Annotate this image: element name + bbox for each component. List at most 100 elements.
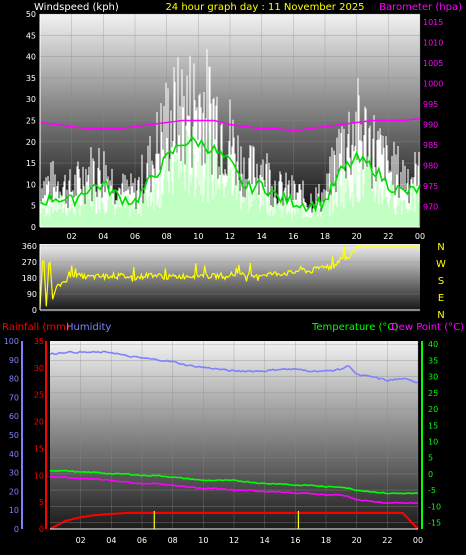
temperature-tick-label: 30	[428, 373, 438, 382]
temperature-x-tick-label: 08	[168, 536, 178, 545]
temperature-tick-label: -15	[428, 519, 441, 528]
humidity-tick-label: 0	[14, 525, 19, 534]
barometer-tick-label: 1000	[423, 80, 443, 89]
wind-x-tick-label: 16	[288, 232, 298, 241]
wind-x-tick-label: 18	[320, 232, 330, 241]
temperature-x-tick-label: 14	[260, 536, 270, 545]
rainfall-tick-label: 10	[34, 471, 44, 480]
temperature-axes: -15-10-505101520253035400102030405060708…	[4, 337, 441, 545]
barometer-tick-label: 1010	[423, 39, 443, 48]
compass-label: N	[437, 310, 444, 321]
wind-tick-label: 20	[26, 138, 36, 147]
wind-axes: 0510152025303540455097097598098599099510…	[26, 10, 444, 241]
compass-label: E	[438, 293, 444, 304]
temperature-axis-title: Temperature (°C)	[311, 322, 398, 333]
wind-tick-label: 35	[26, 74, 36, 83]
temperature-x-tick-label: 02	[76, 536, 86, 545]
direction-tick-label: 180	[22, 274, 37, 283]
barometer-tick-label: 1015	[423, 18, 443, 27]
rainfall-tick-label: 15	[34, 444, 44, 453]
humidity-tick-label: 30	[9, 469, 19, 478]
barometer-tick-label: 975	[423, 182, 438, 191]
humidity-tick-label: 10	[9, 506, 19, 515]
direction-tick-label: 90	[27, 290, 37, 299]
wind-x-tick-label: 00	[415, 232, 425, 241]
barometer-tick-label: 995	[423, 100, 438, 109]
chart-title: 24 hour graph day : 11 November 2025	[165, 2, 364, 13]
barometer-axis-title: Barometer (hpa)	[379, 2, 462, 13]
rainfall-axis-title: Rainfall (mm)	[2, 322, 70, 333]
temperature-x-tick-label: 04	[106, 536, 116, 545]
series-line-rainfall	[49, 511, 419, 530]
barometer-tick-label: 980	[423, 162, 438, 171]
rainfall-tick-label: 5	[39, 498, 44, 507]
humidity-tick-label: 60	[9, 412, 19, 421]
wind-tick-label: 0	[31, 223, 36, 232]
rainfall-tick-label: 35	[34, 337, 44, 346]
temperature-x-tick-label: 20	[352, 536, 362, 545]
humidity-tick-label: 40	[9, 450, 19, 459]
barometer-tick-label: 970	[423, 203, 438, 212]
humidity-tick-label: 20	[9, 487, 19, 496]
wind-direction-line	[39, 245, 420, 309]
dewpoint-axis-title: Dew Point (°C)	[391, 322, 464, 333]
windspeed-axis-title: Windspeed (kph)	[34, 2, 119, 13]
barometer-tick-label: 1005	[423, 59, 443, 68]
wind-x-tick-label: 22	[383, 232, 393, 241]
temperature-x-tick-label: 18	[321, 536, 331, 545]
humidity-tick-label: 80	[9, 375, 19, 384]
wind-x-tick-label: 08	[162, 232, 172, 241]
temperature-tick-label: -10	[428, 502, 441, 511]
humidity-axis-title: Humidity	[66, 322, 111, 333]
rainfall-tick-label: 20	[34, 418, 44, 427]
direction-tick-label: 360	[22, 242, 37, 251]
temperature-series	[49, 350, 419, 530]
temperature-tick-label: 0	[428, 470, 433, 479]
temperature-tick-label: 15	[428, 421, 438, 430]
rainfall-tick-label: 0	[39, 525, 44, 534]
temperature-x-tick-label: 10	[198, 536, 208, 545]
series-line-dew-point	[49, 475, 418, 505]
humidity-tick-label: 90	[9, 356, 19, 365]
wind-tick-label: 45	[26, 31, 36, 40]
wind-x-tick-label: 12	[225, 232, 235, 241]
temperature-x-tick-label: 12	[229, 536, 239, 545]
series-line-temperature	[49, 469, 419, 495]
temperature-tick-label: 40	[428, 340, 438, 349]
wind-tick-label: 40	[26, 53, 36, 62]
compass-label: W	[436, 259, 446, 270]
direction-tick-label: 0	[32, 306, 37, 315]
compass-label: S	[438, 276, 444, 287]
direction-axes: 0 90 180 270 360	[22, 242, 420, 315]
compass-label: N	[437, 242, 444, 253]
rainfall-tick-label: 25	[34, 391, 44, 400]
wind-tick-label: 5	[31, 202, 36, 211]
temperature-tick-label: -5	[428, 486, 436, 495]
temperature-x-tick-label: 22	[382, 536, 392, 545]
barometer-tick-label: 990	[423, 121, 438, 130]
temperature-x-tick-label: 16	[290, 536, 300, 545]
temperature-tick-label: 5	[428, 454, 433, 463]
temperature-tick-label: 25	[428, 389, 438, 398]
temperature-tick-label: 35	[428, 356, 438, 365]
wind-tick-label: 50	[26, 10, 36, 19]
barometer-line	[39, 117, 421, 132]
direction-series	[39, 245, 420, 309]
series-line-humidity	[49, 350, 419, 384]
wind-x-tick-label: 02	[67, 232, 77, 241]
direction-gridlines	[40, 245, 420, 311]
wind-series	[39, 49, 421, 227]
temperature-x-tick-label: 06	[137, 536, 147, 545]
rainfall-tick-label: 30	[34, 364, 44, 373]
temperature-tick-label: 10	[428, 437, 438, 446]
humidity-tick-label: 70	[9, 393, 19, 402]
wind-tick-label: 15	[26, 159, 36, 168]
wind-tick-label: 25	[26, 117, 36, 126]
wind-tick-label: 30	[26, 95, 36, 104]
wind-x-tick-label: 06	[130, 232, 140, 241]
temperature-tick-label: 20	[428, 405, 438, 414]
wind-x-tick-label: 04	[98, 232, 108, 241]
average-wind-line	[39, 135, 421, 213]
